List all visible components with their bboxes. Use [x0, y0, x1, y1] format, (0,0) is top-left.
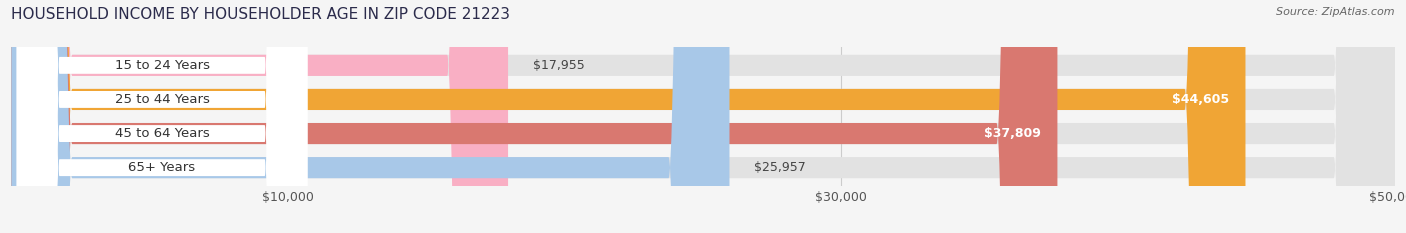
- FancyBboxPatch shape: [11, 0, 508, 233]
- FancyBboxPatch shape: [11, 0, 1246, 233]
- Text: $37,809: $37,809: [984, 127, 1040, 140]
- FancyBboxPatch shape: [17, 0, 308, 233]
- Text: Source: ZipAtlas.com: Source: ZipAtlas.com: [1277, 7, 1395, 17]
- Text: $25,957: $25,957: [755, 161, 806, 174]
- FancyBboxPatch shape: [11, 0, 1395, 233]
- Text: 45 to 64 Years: 45 to 64 Years: [115, 127, 209, 140]
- FancyBboxPatch shape: [11, 0, 730, 233]
- Text: $44,605: $44,605: [1171, 93, 1229, 106]
- FancyBboxPatch shape: [17, 0, 308, 233]
- Text: 15 to 24 Years: 15 to 24 Years: [114, 59, 209, 72]
- FancyBboxPatch shape: [11, 0, 1395, 233]
- Text: 65+ Years: 65+ Years: [128, 161, 195, 174]
- FancyBboxPatch shape: [11, 0, 1395, 233]
- FancyBboxPatch shape: [17, 0, 308, 233]
- Text: HOUSEHOLD INCOME BY HOUSEHOLDER AGE IN ZIP CODE 21223: HOUSEHOLD INCOME BY HOUSEHOLDER AGE IN Z…: [11, 7, 510, 22]
- Text: 25 to 44 Years: 25 to 44 Years: [115, 93, 209, 106]
- FancyBboxPatch shape: [11, 0, 1057, 233]
- FancyBboxPatch shape: [11, 0, 1395, 233]
- FancyBboxPatch shape: [17, 0, 308, 233]
- Text: $17,955: $17,955: [533, 59, 585, 72]
